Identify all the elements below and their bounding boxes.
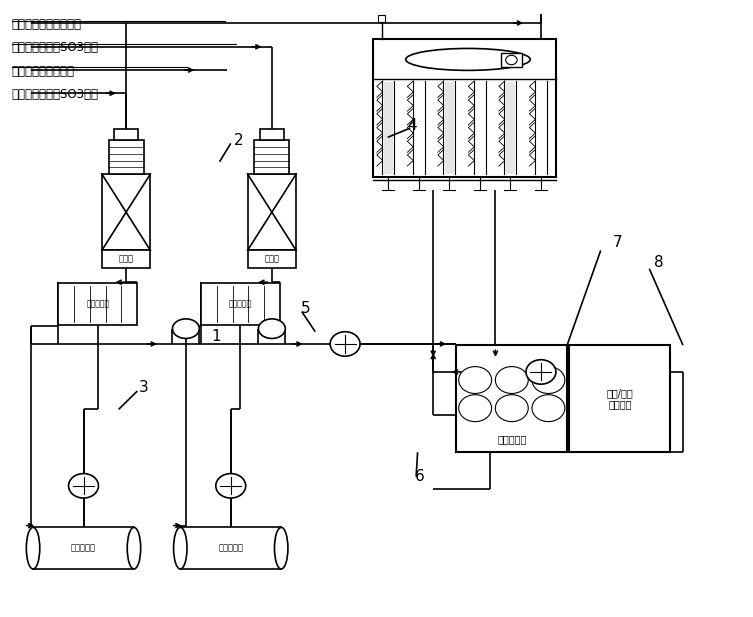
Ellipse shape — [275, 528, 288, 569]
Ellipse shape — [258, 319, 285, 339]
Bar — [569, 345, 670, 452]
Bar — [501, 53, 522, 67]
Bar — [180, 528, 281, 569]
Text: 2: 2 — [233, 133, 243, 148]
Bar — [378, 15, 386, 22]
Bar — [383, 83, 392, 174]
Text: 二吸冷却器: 二吸冷却器 — [229, 300, 252, 308]
Bar — [505, 83, 514, 174]
Text: 二吸循环槽: 二吸循环槽 — [218, 544, 243, 553]
Text: 二吸塔: 二吸塔 — [264, 254, 279, 263]
Text: 供暖换热器: 供暖换热器 — [497, 434, 526, 444]
Circle shape — [532, 395, 565, 421]
Bar — [201, 283, 279, 325]
Text: 来自二次转化的SO3烟气: 来自二次转化的SO3烟气 — [12, 41, 99, 54]
Text: 8: 8 — [654, 255, 664, 270]
Text: 一次吸收去二次转化: 一次吸收去二次转化 — [12, 65, 75, 78]
Text: 来自一次转化的SO3烟气: 来自一次转化的SO3烟气 — [12, 88, 99, 101]
Bar — [248, 174, 296, 251]
Bar — [260, 130, 284, 140]
Ellipse shape — [174, 528, 187, 569]
Bar — [33, 528, 134, 569]
Text: 二次吸收后去尾气脱硫: 二次吸收后去尾气脱硫 — [12, 18, 82, 31]
Text: 7: 7 — [612, 235, 622, 250]
Text: 一吸循环槽: 一吸循环槽 — [71, 544, 96, 553]
Text: 1: 1 — [211, 328, 221, 344]
Bar — [59, 283, 137, 325]
Bar — [255, 140, 289, 174]
Bar — [248, 251, 296, 268]
Ellipse shape — [406, 49, 530, 70]
Circle shape — [526, 360, 556, 384]
Bar — [102, 174, 151, 251]
Bar — [373, 39, 556, 177]
Text: 一吸塔: 一吸塔 — [119, 254, 133, 263]
Text: 4: 4 — [407, 118, 417, 133]
Circle shape — [532, 366, 565, 394]
Circle shape — [69, 474, 99, 498]
Circle shape — [216, 474, 245, 498]
Bar — [108, 140, 144, 174]
Bar — [114, 130, 138, 140]
Bar — [456, 345, 567, 452]
Text: 5: 5 — [300, 301, 310, 316]
Circle shape — [495, 366, 529, 394]
Bar — [444, 83, 453, 174]
Bar — [102, 251, 151, 268]
Circle shape — [506, 56, 517, 65]
Circle shape — [330, 332, 360, 356]
Text: 城区/厂区
供暖系统: 城区/厂区 供暖系统 — [606, 388, 633, 410]
Text: 3: 3 — [139, 381, 148, 395]
Circle shape — [459, 366, 492, 394]
Circle shape — [495, 395, 529, 421]
Ellipse shape — [127, 528, 141, 569]
Text: 6: 6 — [415, 469, 425, 484]
Ellipse shape — [26, 528, 40, 569]
Circle shape — [459, 395, 492, 421]
Ellipse shape — [172, 319, 200, 339]
Text: 一吸冷却器: 一吸冷却器 — [86, 300, 109, 308]
